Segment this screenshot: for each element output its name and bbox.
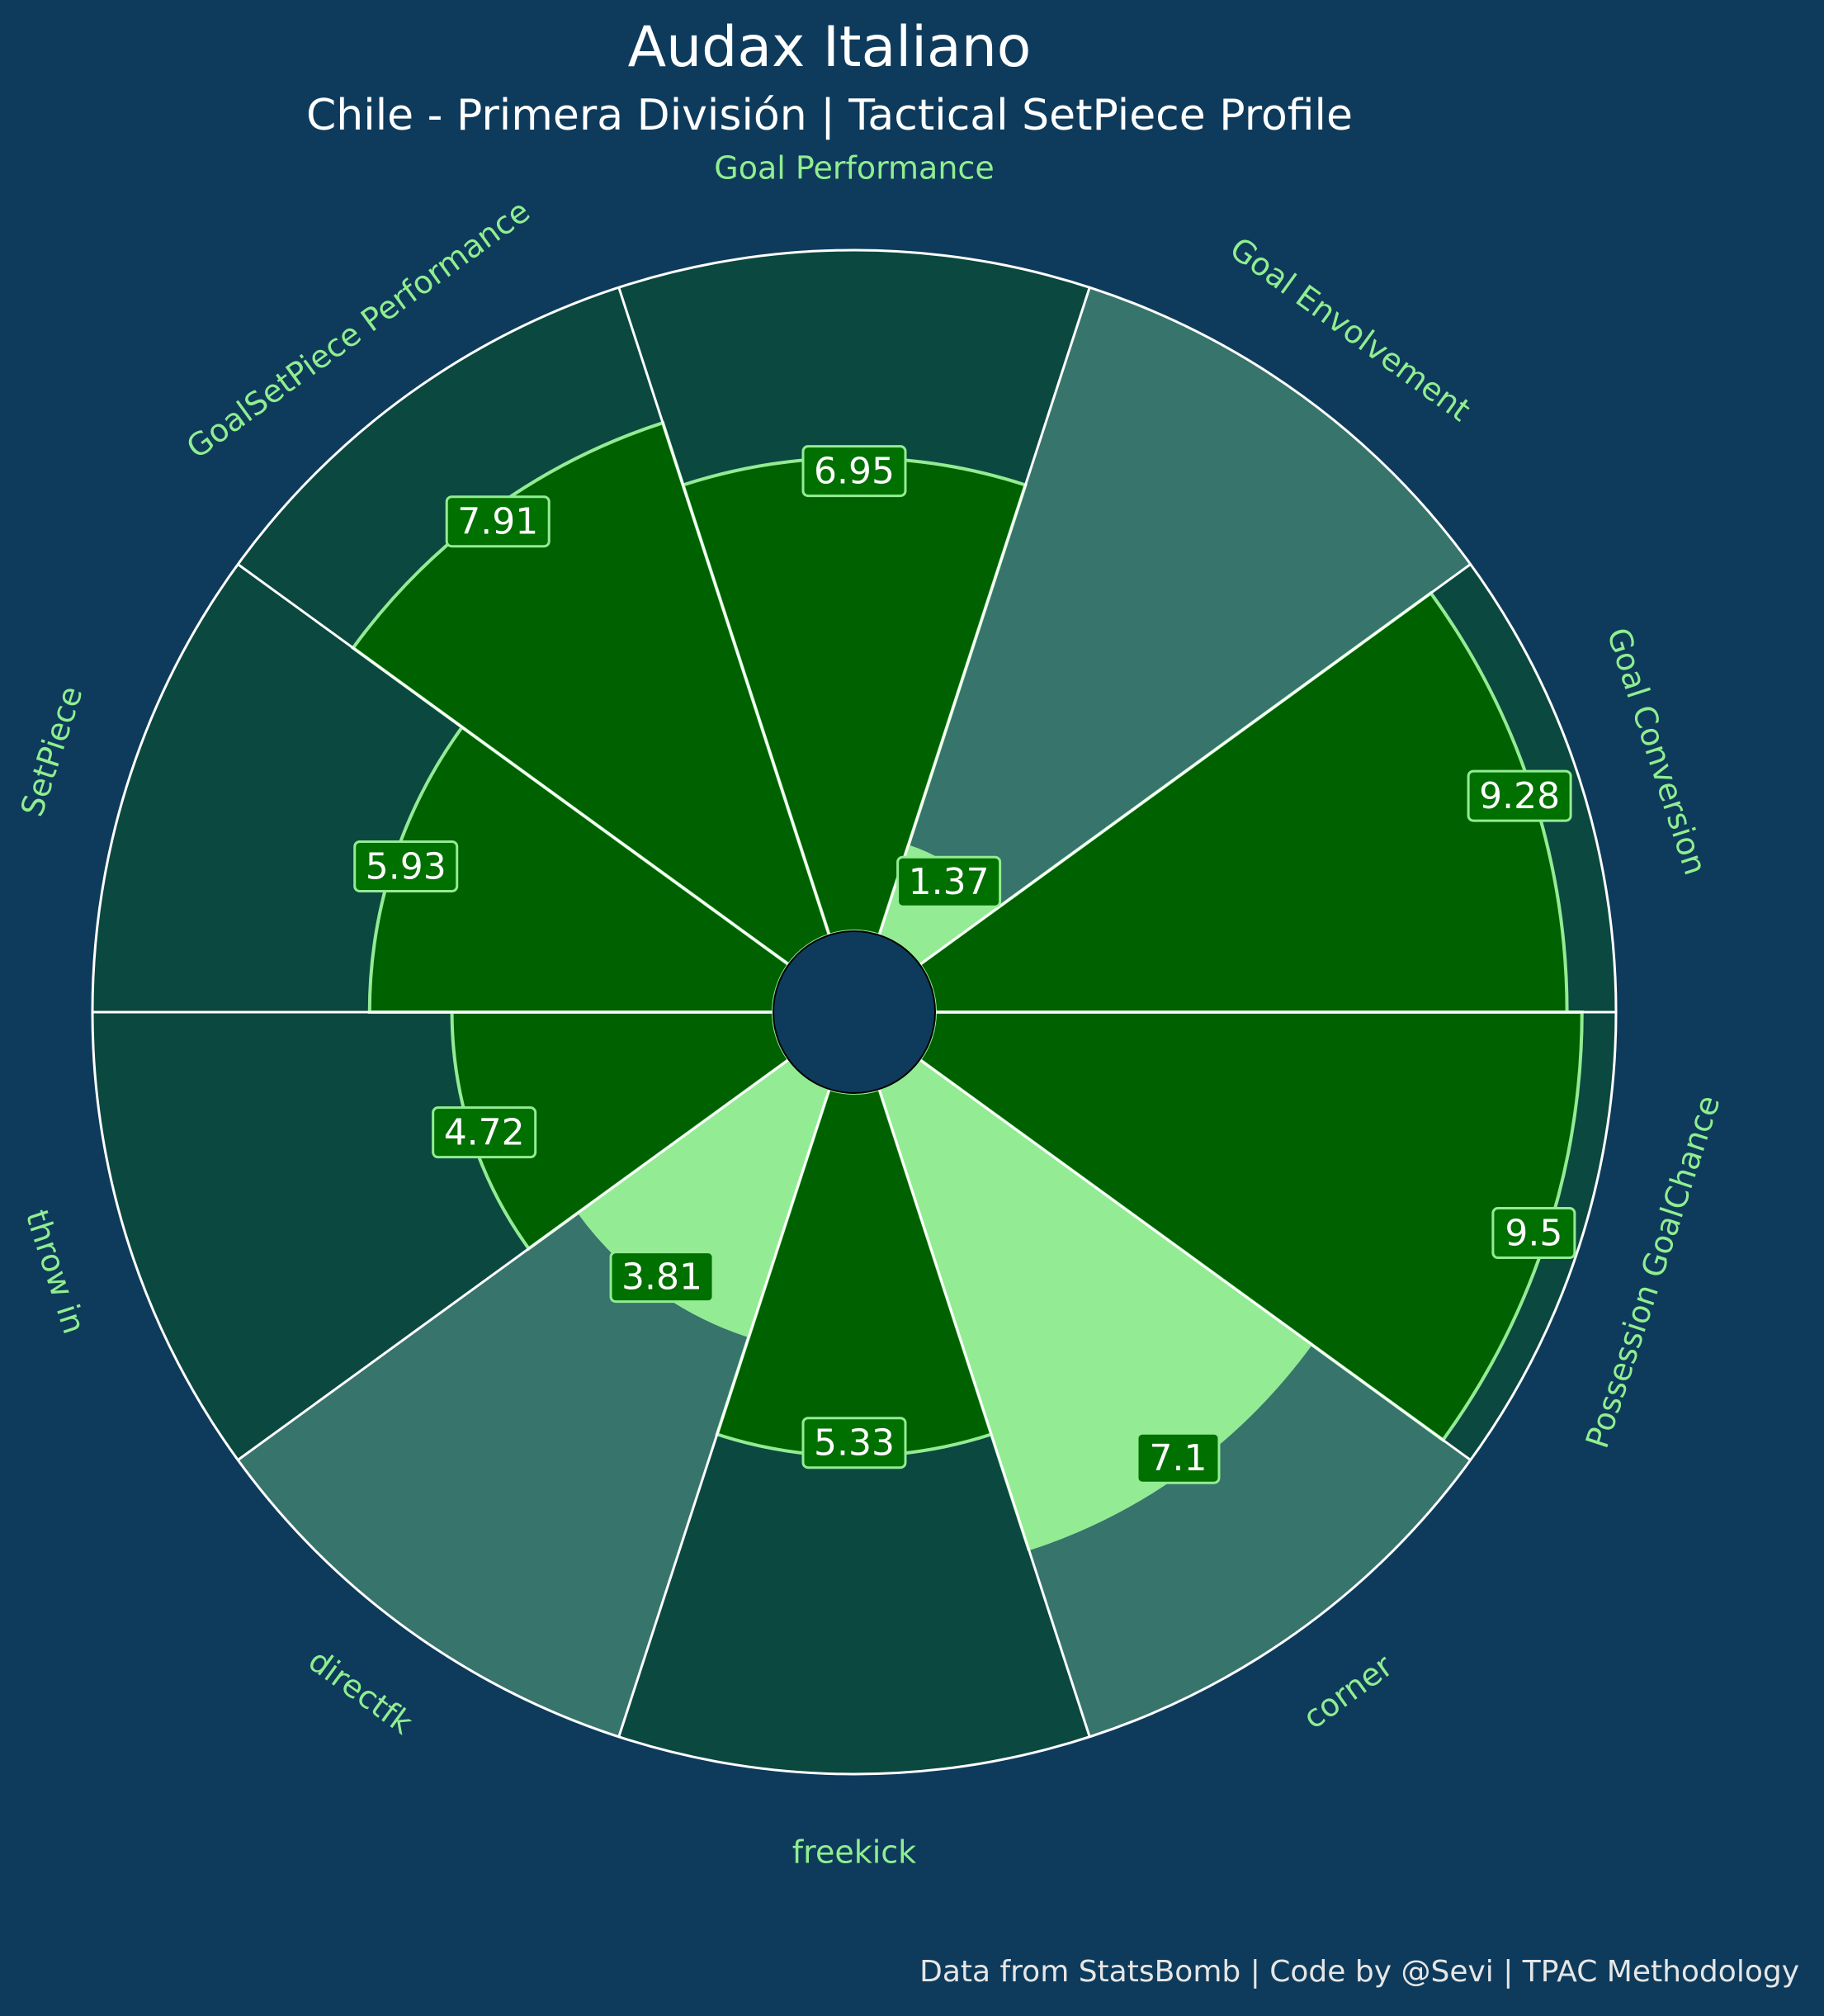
value-label-box [896, 855, 1002, 908]
value-label-box [801, 445, 907, 498]
value-label: 4.72 [432, 1106, 537, 1159]
category-label: directfk [302, 1642, 419, 1741]
value-label-text: 9.28 [1479, 775, 1560, 817]
value-label-text: 4.72 [444, 1112, 525, 1154]
slice-separator [877, 286, 1091, 936]
value-label-box [801, 1417, 907, 1469]
value-label-text: 7.91 [457, 501, 538, 543]
value-label: 9.28 [1467, 769, 1572, 822]
value-label: 9.5 [1491, 1207, 1576, 1260]
value-label-box [1136, 1432, 1221, 1484]
value-label-box [609, 1251, 715, 1304]
value-label-box [353, 840, 459, 892]
value-label-box [432, 1106, 537, 1159]
value-label-text: 5.33 [814, 1422, 895, 1465]
slice-separator [237, 1058, 790, 1461]
slice-background [879, 287, 1471, 965]
value-label-text: 3.81 [621, 1256, 702, 1299]
value-label-text: 6.95 [814, 451, 895, 493]
category-label: Goal Performance [714, 150, 994, 187]
value-label-box [445, 495, 551, 548]
slice-separator [617, 1088, 831, 1738]
value-label-text: 5.93 [366, 845, 447, 887]
value-label: 6.95 [801, 445, 907, 498]
value-label-text: 7.1 [1150, 1437, 1207, 1479]
value-label: 1.37 [896, 855, 1002, 908]
value-label-box [1491, 1207, 1576, 1260]
value-label: 5.93 [353, 840, 459, 892]
category-label: freekick [792, 1834, 916, 1871]
value-label: 3.81 [609, 1251, 715, 1304]
category-label: corner [1297, 1647, 1400, 1736]
value-label: 5.33 [801, 1417, 907, 1469]
value-label-text: 9.5 [1505, 1213, 1562, 1255]
slice-separator [617, 286, 831, 936]
slice-separator [919, 563, 1472, 966]
center-disc [773, 930, 936, 1094]
data-credit: Data from StatsBomb | Code by @Sevi | TP… [919, 1955, 1799, 1989]
value-label: 7.1 [1136, 1432, 1221, 1484]
outer-ring [91, 248, 1618, 1776]
category-label: throw in [18, 1205, 92, 1338]
slice-separator [877, 1088, 1091, 1738]
slice-separator [237, 563, 790, 966]
chart-title: Audax Italiano [627, 15, 1032, 80]
chart-subtitle: Chile - Primera División | Tactical SetP… [306, 91, 1353, 140]
slice-separator [919, 1058, 1472, 1461]
value-label-text: 1.37 [909, 861, 990, 903]
category-label: SetPiece [13, 682, 89, 821]
category-label: Goal Conversion [1600, 623, 1713, 879]
value-label-box [1467, 769, 1572, 822]
value-label: 7.91 [445, 495, 551, 548]
